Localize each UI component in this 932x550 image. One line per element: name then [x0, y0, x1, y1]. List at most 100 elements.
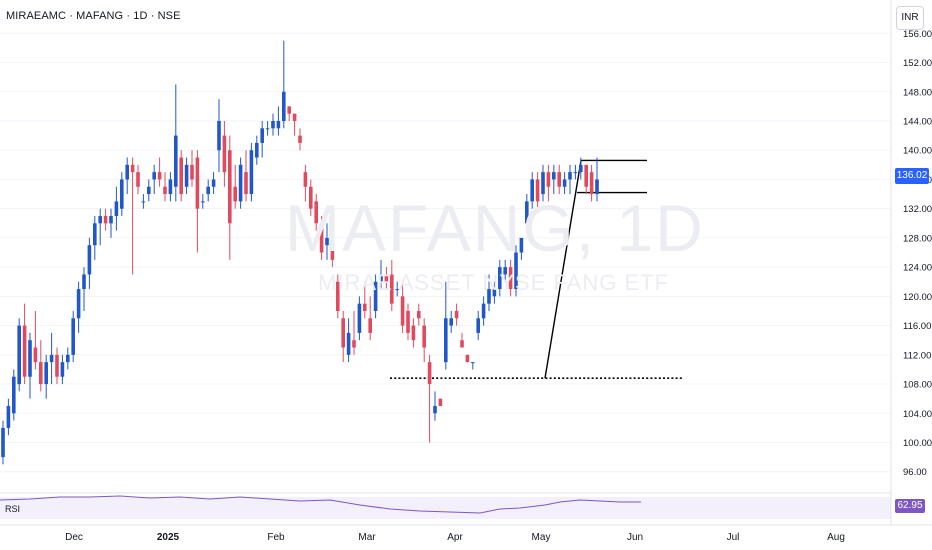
candle-body	[276, 120, 281, 129]
candle-body	[93, 223, 97, 246]
candle-body	[179, 157, 183, 195]
candle-body	[552, 172, 556, 180]
candle-body	[379, 274, 383, 282]
candle-body	[411, 325, 416, 341]
candle-body	[541, 172, 545, 195]
candle-body	[201, 201, 205, 203]
y-tick-label: 128.00	[903, 233, 932, 244]
candle-body	[163, 186, 167, 195]
candle-body	[103, 215, 108, 224]
candle-body	[492, 289, 497, 297]
candle-body	[233, 186, 237, 202]
candle-body	[33, 347, 38, 363]
candle-body	[265, 128, 270, 130]
candle-body	[363, 303, 367, 311]
candle-body	[498, 267, 502, 290]
candle-body	[476, 318, 480, 333]
candle-body	[589, 172, 594, 195]
candle-body	[244, 172, 248, 195]
candle-body	[195, 157, 200, 209]
rsi-band	[0, 497, 891, 519]
x-tick-label: Aug	[827, 532, 845, 543]
candle-body	[449, 318, 453, 326]
candle-body	[136, 172, 140, 187]
candle-body	[60, 362, 65, 377]
candle-body	[120, 179, 124, 209]
watermark-symbol: MAFANG, 1D	[285, 191, 705, 265]
candle-body	[71, 318, 75, 355]
y-tick-label: 132.00	[903, 204, 932, 215]
y-tick-label: 100.00	[903, 438, 932, 449]
last-price-badge: 136.02	[895, 168, 929, 184]
x-tick-label: Jun	[627, 532, 643, 543]
candle-body	[55, 354, 59, 377]
candle-body	[238, 164, 243, 202]
candle-body	[325, 237, 329, 246]
candle-body	[49, 354, 54, 363]
candle-body	[368, 318, 372, 333]
candle-body	[433, 405, 437, 414]
rsi-line	[0, 495, 641, 514]
candle-body	[66, 354, 70, 363]
candle-body	[471, 362, 475, 364]
candle-body	[584, 164, 588, 187]
y-tick-label: 148.00	[903, 87, 932, 98]
x-tick-label: May	[532, 532, 551, 543]
candle-body	[22, 325, 27, 377]
candle-body	[422, 325, 426, 348]
candle-body	[130, 164, 135, 173]
candle-body	[6, 405, 11, 428]
candle-body	[530, 179, 534, 202]
candle-body	[141, 201, 146, 203]
y-tick-label: 140.00	[903, 146, 932, 157]
chart-title: MIRAEAMC · MAFANG · 1D · NSE	[6, 10, 181, 22]
candle-body	[87, 245, 92, 275]
candle-body	[309, 186, 313, 209]
candle-body	[211, 179, 216, 187]
currency-button[interactable]: INR	[896, 6, 924, 30]
candle-body	[535, 179, 540, 202]
candle-body	[557, 172, 561, 187]
watermark-name: MIRAE ASSET NYSE FANG ETF	[318, 270, 670, 295]
y-tick-label: 112.00	[903, 350, 931, 361]
candle-body	[260, 128, 264, 143]
y-tick-label: 108.00	[903, 380, 932, 391]
candle-body	[319, 223, 324, 253]
candle-body	[168, 179, 173, 195]
candle-body	[465, 354, 470, 363]
candle-body	[417, 310, 421, 319]
candle-body	[357, 303, 362, 333]
time-axis[interactable]: Dec 2025 Feb Mar Apr May Jun Jul Aug	[0, 524, 932, 543]
candle-body	[1, 427, 5, 458]
candle-body	[427, 362, 432, 385]
candle-body	[341, 318, 345, 348]
candle-body	[222, 135, 227, 173]
candles	[1, 40, 599, 465]
x-tick-label: 2025	[157, 532, 180, 543]
candle-body	[352, 340, 356, 348]
candle-body	[184, 164, 189, 187]
candle-body	[292, 113, 297, 121]
candle-body	[39, 362, 43, 385]
y-tick-label: 120.00	[903, 292, 932, 303]
candle-body	[330, 237, 335, 260]
candle-body	[98, 215, 102, 224]
candle-body	[125, 164, 129, 180]
candle-body	[481, 303, 486, 319]
candle-body	[152, 172, 156, 180]
candle-body	[568, 172, 572, 180]
candle-body	[595, 179, 599, 195]
candle-body	[28, 340, 32, 377]
price-axis[interactable]: 96.00 100.00 104.00 108.00 112.00 116.00 120.0…	[890, 0, 932, 525]
pattern-annotations	[390, 159, 683, 380]
candle-body	[249, 150, 254, 195]
candle-body	[271, 120, 275, 129]
x-tick-label: Apr	[447, 532, 463, 543]
candle-body	[346, 332, 351, 355]
rsi-pane	[0, 492, 891, 519]
candle-body	[454, 310, 459, 319]
candle-body	[82, 274, 86, 290]
candle-body	[206, 186, 210, 195]
candle-body	[384, 274, 389, 282]
candle-body	[400, 296, 405, 326]
